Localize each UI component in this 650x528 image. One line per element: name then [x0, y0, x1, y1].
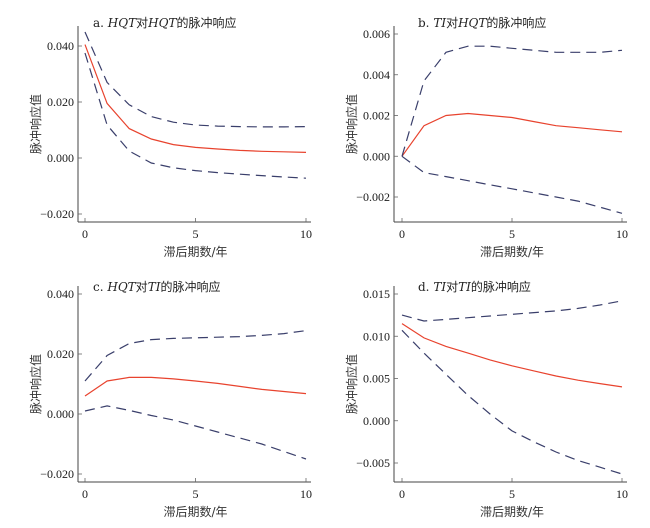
y-tick-label: 0.010	[363, 329, 390, 343]
panel-title: a. HQT对HQT的脉冲响应	[93, 15, 236, 30]
y-tick-label: 0.000	[47, 151, 74, 165]
y-axis-title: 脉冲响应值	[344, 94, 359, 154]
series-lower-line	[84, 405, 307, 460]
x-axis-title: 滞后期数/年	[163, 504, 227, 519]
x-tick-label: 0	[82, 487, 88, 501]
panel-a: 0.040 0.020 0.000 −0.020 0 5 10 滞后期数/年 脉冲响应值 a. H…	[28, 15, 312, 259]
series-upper-line	[84, 330, 307, 382]
y-tick-label: 0.015	[363, 287, 390, 301]
series-response-line	[84, 44, 307, 153]
x-axis-title: 滞后期数/年	[163, 244, 227, 259]
series-lower-line	[401, 155, 623, 214]
y-tick-label: 0.020	[47, 95, 74, 109]
y-tick-label: 0.004	[363, 68, 390, 82]
x-tick-label: 10	[616, 227, 628, 241]
x-tick-label: 5	[509, 487, 515, 501]
x-tick-label: 0	[399, 227, 405, 241]
x-tick-label: 5	[193, 487, 199, 501]
y-axis-title: 脉冲响应值	[28, 94, 43, 154]
series-response-line	[84, 376, 307, 397]
x-tick-label: 10	[616, 487, 628, 501]
x-axis-title: 滞后期数/年	[480, 244, 544, 259]
panel-d: 0.015 0.010 0.005 0.000 −0.005 0 5 10 滞后期数/年 脉冲响应…	[344, 279, 628, 519]
y-tick-label: −0.005	[356, 456, 390, 470]
series-upper-line	[84, 31, 307, 128]
y-tick-label: 0.000	[47, 407, 74, 421]
series-lower-line	[401, 329, 623, 475]
y-axis-title: 脉冲响应值	[344, 354, 359, 414]
series-response-line	[401, 323, 623, 388]
y-axis-title: 脉冲响应值	[28, 354, 43, 414]
x-tick-label: 0	[82, 227, 88, 241]
x-tick-label: 5	[509, 227, 515, 241]
x-tick-label: 0	[399, 487, 405, 501]
y-tick-label: −0.020	[40, 207, 74, 221]
panel-title: d. TI对TI的脉冲响应	[418, 279, 531, 294]
series-response-line	[401, 112, 623, 157]
series-upper-line	[401, 45, 623, 157]
y-tick-label: 0.000	[363, 414, 390, 428]
series-lower-line	[84, 52, 307, 179]
panel-c: 0.040 0.020 0.000 −0.020 0 5 10 滞后期数/年 脉冲响应值 c. H…	[28, 279, 312, 519]
y-tick-label: 0.000	[363, 149, 390, 163]
y-tick-label: 0.006	[363, 27, 390, 41]
x-tick-label: 10	[300, 487, 312, 501]
series-upper-line	[401, 300, 623, 322]
y-tick-label: 0.020	[47, 347, 74, 361]
x-axis-title: 滞后期数/年	[480, 504, 544, 519]
y-tick-label: 0.040	[47, 39, 74, 53]
y-tick-label: 0.005	[363, 372, 390, 386]
panel-title: b. TI对HQT的脉冲响应	[418, 15, 546, 30]
y-tick-label: −0.020	[40, 467, 74, 481]
panel-title: c. HQT对TI的脉冲响应	[93, 279, 220, 294]
y-tick-label: 0.002	[363, 109, 390, 123]
y-tick-label: −0.002	[356, 190, 390, 204]
y-tick-label: 0.040	[47, 287, 74, 301]
panel-b: 0.006 0.004 0.002 0.000 −0.002 0 5 10 滞后期数/年 脉冲响应…	[344, 15, 628, 259]
x-tick-label: 5	[193, 227, 199, 241]
x-tick-label: 10	[300, 227, 312, 241]
